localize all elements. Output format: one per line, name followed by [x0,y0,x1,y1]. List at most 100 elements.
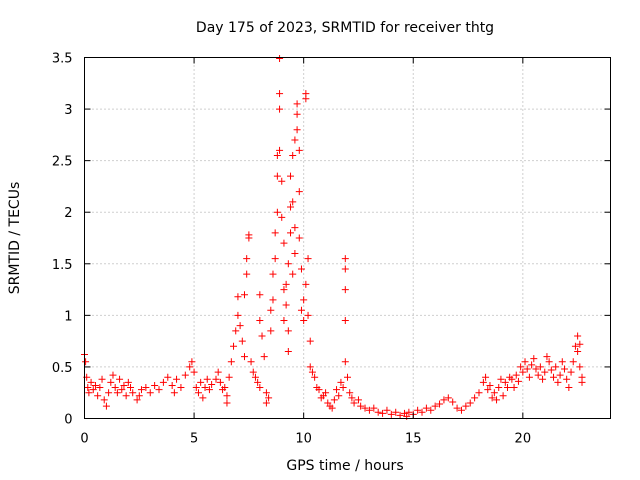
data-point [543,353,551,361]
data-point [495,384,503,392]
data-point [422,404,430,412]
data-point [539,375,547,383]
data-point [269,270,277,278]
data-point [295,146,303,154]
data-point [269,296,277,304]
data-point [387,410,395,418]
data-point [186,363,194,371]
data-point [225,373,233,381]
data-point [308,368,316,376]
data-point [258,332,266,340]
data-point [392,408,400,416]
data-point [89,386,97,394]
data-point [199,394,207,402]
data-point [418,408,426,416]
data-point [146,389,154,397]
data-point [265,394,273,402]
data-point [297,306,305,314]
data-point [85,389,93,397]
x-tick-label: 20 [515,432,532,447]
data-point [563,375,571,383]
data-point [238,337,246,345]
data-point [221,384,229,392]
data-point [155,386,163,394]
data-point [304,255,312,263]
data-point [530,355,538,363]
data-point [276,146,284,154]
data-point [245,231,253,239]
data-point [346,389,354,397]
data-point [514,377,522,385]
data-point [523,365,531,373]
data-point [471,394,479,402]
data-point [109,371,117,379]
data-point [273,208,281,216]
data-point [260,353,268,361]
data-point [333,386,341,394]
data-point [488,394,496,402]
data-point [534,371,542,379]
data-point [280,317,288,325]
data-point [256,291,264,299]
data-point [295,188,303,196]
data-point [541,368,549,376]
data-point [287,203,295,211]
data-point [273,172,281,180]
x-axis-ticks: 0 5 10 15 20 [80,57,532,447]
data-point [322,389,330,397]
y-tick-label: 0.5 [52,361,73,376]
data-point [567,368,575,376]
data-point [383,406,391,414]
data-point [339,384,347,392]
data-point [197,378,205,386]
data-point [223,392,231,400]
data-point [304,311,312,319]
data-point [208,380,216,388]
data-point [181,371,189,379]
data-point [357,402,365,410]
data-point [234,293,242,301]
data-point [100,396,108,404]
data-point [486,381,494,389]
data-points [81,55,586,420]
data-point [556,371,564,379]
data-point [223,399,231,407]
data-point [94,392,102,400]
data-point [374,408,382,416]
data-point [436,400,444,408]
data-point [344,373,351,381]
data-point [479,378,487,386]
data-point [379,409,387,417]
data-point [190,368,198,376]
data-point [243,270,251,278]
data-point [173,375,181,383]
data-point [203,375,211,383]
data-point [164,373,172,381]
data-point [302,95,310,103]
y-tick-label: 1.5 [52,258,73,273]
data-point [276,55,284,63]
data-point [293,100,301,108]
data-point [499,392,507,400]
data-point [508,375,516,383]
chart-title: Day 175 of 2023, SRMTID for receiver tht… [196,20,494,36]
data-point [247,358,255,366]
data-point [449,398,457,406]
data-point [560,365,568,373]
data-point [484,386,492,394]
data-point [341,358,349,366]
data-point [289,198,297,206]
data-point [341,317,349,325]
data-point [493,396,501,404]
data-point [291,224,299,232]
data-point [547,366,555,374]
data-point [550,373,558,381]
data-point [578,378,586,386]
data-point [545,358,553,366]
data-point [521,358,529,366]
data-point [122,392,130,400]
y-axis-ticks: 0 0.5 1 1.5 2 2.5 3 3.5 [52,52,611,428]
data-point [354,396,362,404]
data-point [102,402,110,410]
y-tick-label: 3 [64,103,72,118]
